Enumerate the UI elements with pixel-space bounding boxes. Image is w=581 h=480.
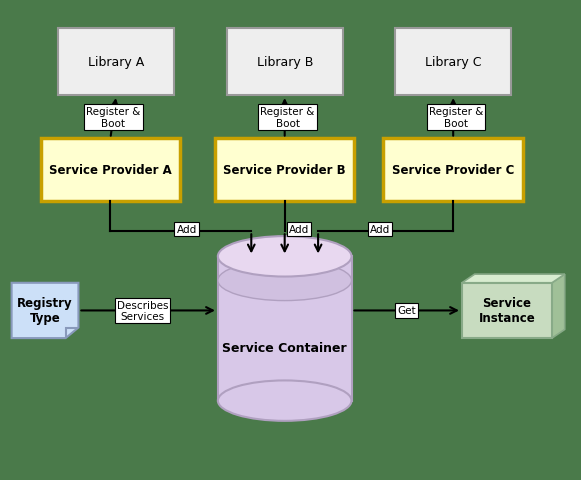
Bar xyxy=(218,257,352,401)
Text: Library C: Library C xyxy=(425,56,482,69)
Ellipse shape xyxy=(218,381,352,421)
Text: Library B: Library B xyxy=(256,56,313,69)
FancyBboxPatch shape xyxy=(41,139,180,202)
FancyBboxPatch shape xyxy=(383,139,523,202)
Text: Library A: Library A xyxy=(88,56,144,69)
Text: Service Provider C: Service Provider C xyxy=(392,164,514,177)
Polygon shape xyxy=(12,283,78,338)
Text: Service Provider A: Service Provider A xyxy=(49,164,172,177)
Text: Register &
Boot: Register & Boot xyxy=(86,107,141,128)
Text: Service Container: Service Container xyxy=(223,341,347,355)
Ellipse shape xyxy=(218,261,352,301)
Text: Register &
Boot: Register & Boot xyxy=(260,107,315,128)
FancyBboxPatch shape xyxy=(227,29,343,96)
Text: Describes
Services: Describes Services xyxy=(117,300,168,322)
Ellipse shape xyxy=(218,237,352,277)
Polygon shape xyxy=(552,275,565,338)
Text: Add: Add xyxy=(370,225,390,234)
Text: Registry
Type: Registry Type xyxy=(17,297,73,325)
FancyBboxPatch shape xyxy=(395,29,511,96)
Text: Get: Get xyxy=(397,306,416,316)
Text: Service Provider B: Service Provider B xyxy=(223,164,346,177)
Text: Register &
Boot: Register & Boot xyxy=(429,107,483,128)
FancyBboxPatch shape xyxy=(462,283,552,338)
FancyBboxPatch shape xyxy=(58,29,174,96)
Text: Service
Instance: Service Instance xyxy=(479,297,535,325)
Text: Add: Add xyxy=(289,225,309,234)
Text: Add: Add xyxy=(177,225,197,234)
FancyBboxPatch shape xyxy=(215,139,354,202)
Polygon shape xyxy=(462,275,565,283)
